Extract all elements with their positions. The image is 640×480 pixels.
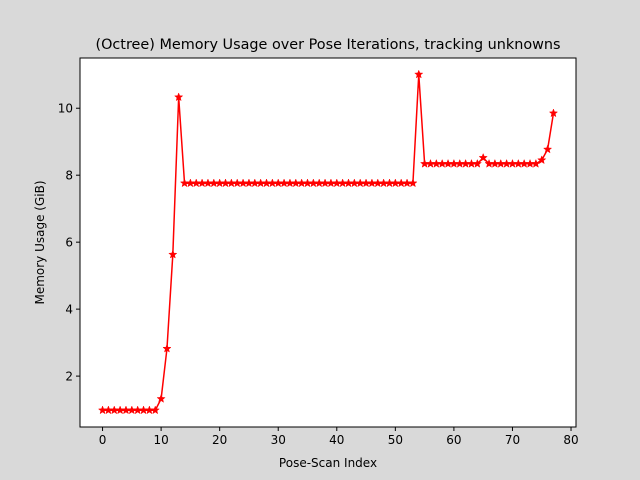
data-point [472, 158, 482, 168]
data-point [478, 152, 488, 162]
x-tick-label: 80 [563, 433, 578, 447]
x-tick-label: 0 [99, 433, 107, 447]
plot-area [80, 58, 576, 427]
x-tick-label: 50 [388, 433, 403, 447]
data-point [414, 69, 424, 79]
data-point [548, 108, 559, 118]
y-tick-label: 4 [65, 302, 73, 316]
y-tick-label: 8 [65, 168, 73, 182]
x-axis-label: Pose-Scan Index [279, 456, 377, 470]
x-tick-label: 60 [446, 433, 461, 447]
data-point [537, 155, 547, 165]
y-tick-label: 6 [65, 235, 73, 249]
data-point [174, 92, 184, 102]
plot-frame [79, 57, 577, 428]
x-tick-label: 30 [271, 433, 286, 447]
x-tick-label: 20 [212, 433, 227, 447]
x-tick-label: 70 [505, 433, 520, 447]
data-point [531, 158, 541, 168]
chart-title: (Octree) Memory Usage over Pose Iteratio… [95, 37, 560, 53]
y-axis: 2 4 6 8 10 [58, 102, 80, 383]
x-tick-label: 10 [153, 433, 168, 447]
data-point [150, 405, 160, 415]
x-axis: 0 10 20 30 40 50 60 70 80 [99, 427, 579, 447]
data-point [168, 249, 178, 259]
y-tick-label: 10 [58, 102, 73, 116]
x-tick-label: 40 [329, 433, 344, 447]
data-point [162, 343, 172, 353]
data-point [156, 393, 166, 403]
data-point [408, 178, 418, 188]
series-layer [97, 69, 559, 415]
y-tick-label: 2 [65, 369, 73, 383]
y-axis-label: Memory Usage (GiB) [33, 180, 47, 304]
data-point [542, 144, 553, 154]
